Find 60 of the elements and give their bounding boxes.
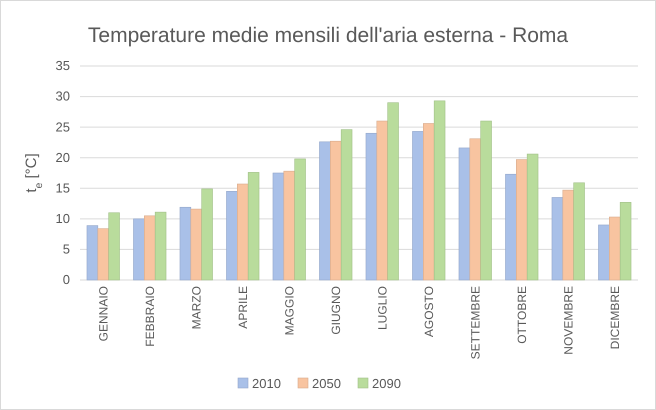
x-tick-label: SETTEMBRE: [468, 286, 483, 360]
y-tick-label: 5: [62, 242, 70, 257]
bar: [573, 182, 585, 280]
y-tick-label: 15: [56, 180, 70, 196]
x-tick-label: DICEMBRE: [608, 286, 622, 350]
bar: [319, 142, 331, 280]
y-tick-label: 0: [62, 272, 70, 288]
bar: [423, 123, 434, 280]
x-tick-label: GENNAIO: [96, 286, 111, 342]
bar: [226, 191, 238, 280]
bar: [562, 190, 574, 280]
bar: [526, 154, 538, 280]
x-tick-label: MAGGIO: [282, 286, 297, 336]
bar: [480, 120, 492, 280]
bar: [387, 102, 399, 280]
bar: [412, 131, 424, 280]
legend-label: 2010: [252, 376, 281, 391]
y-tick-label: 30: [56, 88, 70, 104]
x-tick-label: NOVEMBRE: [562, 286, 576, 355]
x-tick-label: LUGLIO: [376, 286, 390, 330]
bar: [505, 174, 517, 280]
bar: [340, 129, 352, 280]
bar: [366, 132, 378, 280]
bar: [609, 216, 620, 280]
bar: [108, 212, 120, 280]
y-tick-label: 10: [56, 211, 70, 226]
bar: [598, 224, 610, 280]
bar: [284, 170, 295, 280]
bar: [144, 216, 156, 280]
bar: [470, 138, 481, 280]
bar: [98, 228, 109, 280]
bar: [248, 172, 260, 280]
bar: [294, 158, 306, 280]
bar: [272, 172, 284, 280]
bar: [516, 159, 528, 280]
y-tick-label: 25: [56, 119, 70, 134]
bar: [237, 184, 248, 280]
chart-title: Temperature medie mensili dell'aria esterna - Roma: [88, 24, 568, 47]
y-tick-label: 20: [56, 150, 70, 165]
bar: [133, 218, 145, 280]
x-tick-label: AGOSTO: [422, 286, 436, 338]
legend-label: 2050: [312, 376, 341, 391]
x-tick-label: GIUGNO: [329, 286, 344, 335]
bar: [201, 188, 213, 280]
bar: [620, 202, 632, 280]
bar: [330, 140, 342, 280]
legend-label: 2090: [372, 376, 401, 391]
bar: [180, 206, 192, 280]
x-tick-label: FEBBRAIO: [143, 286, 158, 347]
bar: [190, 208, 202, 280]
bar: [376, 120, 388, 280]
bar: [434, 100, 446, 280]
x-tick-label: APRILE: [236, 286, 250, 329]
bar: [86, 225, 98, 280]
bar: [154, 212, 166, 280]
y-tick-label: 35: [56, 58, 70, 74]
x-tick-label: OTTOBRE: [515, 286, 530, 344]
bar: [552, 197, 564, 280]
bar: [458, 148, 470, 280]
x-tick-label: MARZO: [190, 286, 204, 330]
